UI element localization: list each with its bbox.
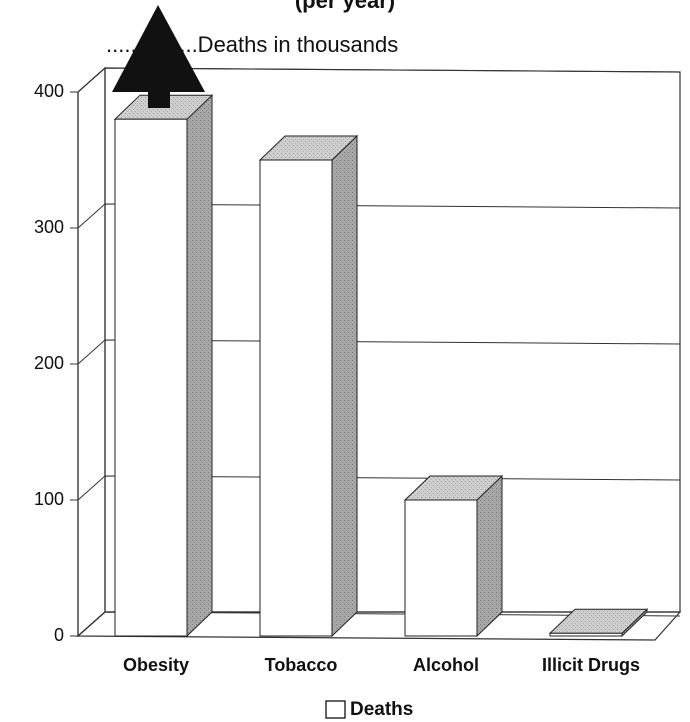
bar bbox=[114, 118, 188, 637]
bar bbox=[549, 632, 623, 637]
chart-title: (per year) bbox=[295, 0, 395, 13]
y-tick-label: 0 bbox=[54, 625, 64, 645]
grid-line bbox=[77, 203, 681, 229]
plot-walls bbox=[76, 66, 682, 641]
arrow bbox=[112, 5, 205, 108]
x-tick-label: Obesity bbox=[123, 655, 189, 675]
legend-swatch bbox=[325, 700, 346, 719]
bars bbox=[113, 94, 649, 638]
x-tick-label: Illicit Drugs bbox=[542, 655, 640, 675]
bar-side bbox=[476, 474, 503, 638]
bar-top bbox=[548, 608, 649, 634]
x-tick-label: Alcohol bbox=[413, 655, 479, 675]
legend-label: Deaths bbox=[350, 699, 413, 720]
y-tick-label: 200 bbox=[34, 353, 64, 373]
y-tick-label: 100 bbox=[34, 489, 64, 509]
bar bbox=[404, 499, 478, 637]
y-tick-label: 400 bbox=[34, 81, 64, 101]
bar bbox=[259, 159, 333, 637]
bar-side bbox=[186, 94, 213, 638]
bar-side bbox=[331, 134, 358, 638]
grid-line bbox=[77, 67, 681, 93]
y-tick-label: 300 bbox=[34, 217, 64, 237]
x-tick-label: Tobacco bbox=[265, 655, 338, 675]
grid-line bbox=[77, 339, 681, 365]
